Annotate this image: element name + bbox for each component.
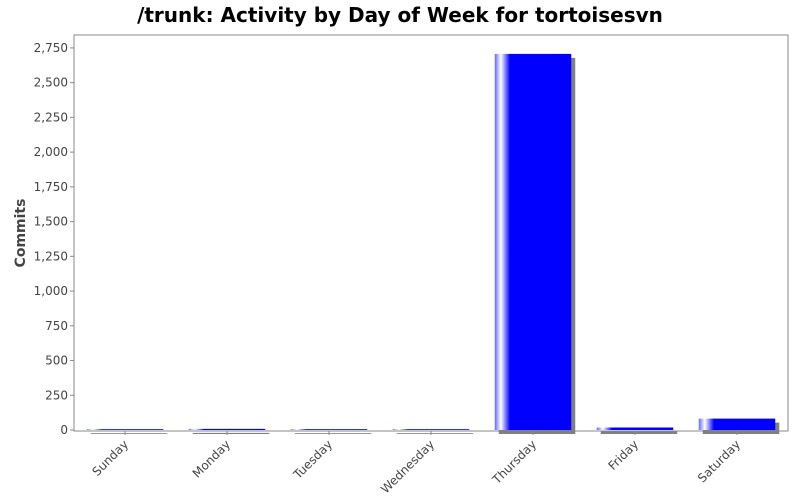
x-tick-label: Sunday xyxy=(89,437,131,479)
y-tick-label: 1,000 xyxy=(34,284,68,298)
bar-tuesday xyxy=(290,429,368,430)
bar-shadow-sunday xyxy=(90,433,168,434)
chart-title: /trunk: Activity by Day of Week for tort… xyxy=(137,3,663,27)
bar-monday xyxy=(188,428,266,430)
bar-shadow-friday xyxy=(600,431,678,434)
bar-shadow-monday xyxy=(192,432,270,434)
y-tick-label: 1,750 xyxy=(34,180,68,194)
y-tick-label: 250 xyxy=(45,388,68,402)
x-tick-label: Friday xyxy=(606,437,642,473)
y-tick-label: 2,000 xyxy=(34,145,68,159)
y-tick-label: 2,250 xyxy=(34,110,68,124)
x-tick-label: Monday xyxy=(190,437,233,480)
bar-sunday xyxy=(86,429,164,430)
x-tick-label: Wednesday xyxy=(378,437,437,496)
y-tick-label: 2,750 xyxy=(34,41,68,55)
y-tick-label: 750 xyxy=(45,319,68,333)
y-tick-label: 2,500 xyxy=(34,76,68,90)
y-axis-label: Commits xyxy=(13,199,29,268)
bar-shadow-tuesday xyxy=(294,433,372,434)
bar-friday xyxy=(596,427,674,430)
x-tick-label: Thursday xyxy=(489,437,539,487)
y-tick-label: 0 xyxy=(60,423,68,437)
y-tick-label: 1,250 xyxy=(34,249,68,263)
y-tick-label: 1,500 xyxy=(34,215,68,229)
plot-area xyxy=(73,34,789,432)
bar-thursday xyxy=(494,53,572,431)
y-tick-label: 500 xyxy=(45,354,68,368)
bar-saturday xyxy=(698,418,776,430)
bar-wednesday xyxy=(392,429,470,430)
y-axis-ticks: 0 250 500 750 1,000 1,250 1,500 1,750 2,000 2,250… xyxy=(34,41,74,437)
bars xyxy=(86,53,776,431)
x-tick-label: Tuesday xyxy=(290,437,335,482)
x-tick-label: Saturday xyxy=(695,437,743,485)
x-axis-ticks: Sunday Monday Tuesday Wednesday Thursday Frid… xyxy=(89,431,743,496)
bar-shadow-wednesday xyxy=(396,433,474,434)
